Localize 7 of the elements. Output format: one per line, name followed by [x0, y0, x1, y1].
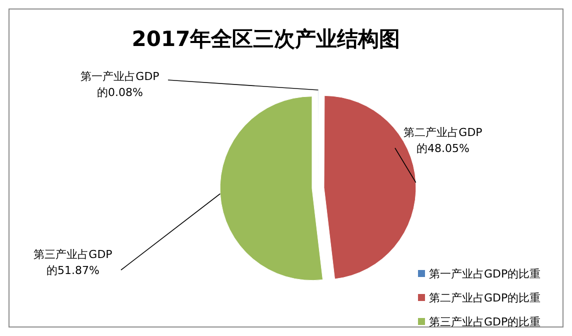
legend-label: 第三产业占GDP的比重 — [429, 316, 541, 328]
legend-label: 第一产业占GDP的比重 — [429, 268, 541, 280]
data-label: 第一产业占GDP的0.08% — [80, 70, 160, 99]
data-label: 第三产业占GDP的51.87% — [34, 248, 113, 277]
legend-label: 第二产业占GDP的比重 — [429, 292, 541, 304]
data-label: 第二产业占GDP的48.05% — [404, 126, 483, 155]
chart-title: 2017年全区三次产业结构图 — [132, 27, 400, 51]
